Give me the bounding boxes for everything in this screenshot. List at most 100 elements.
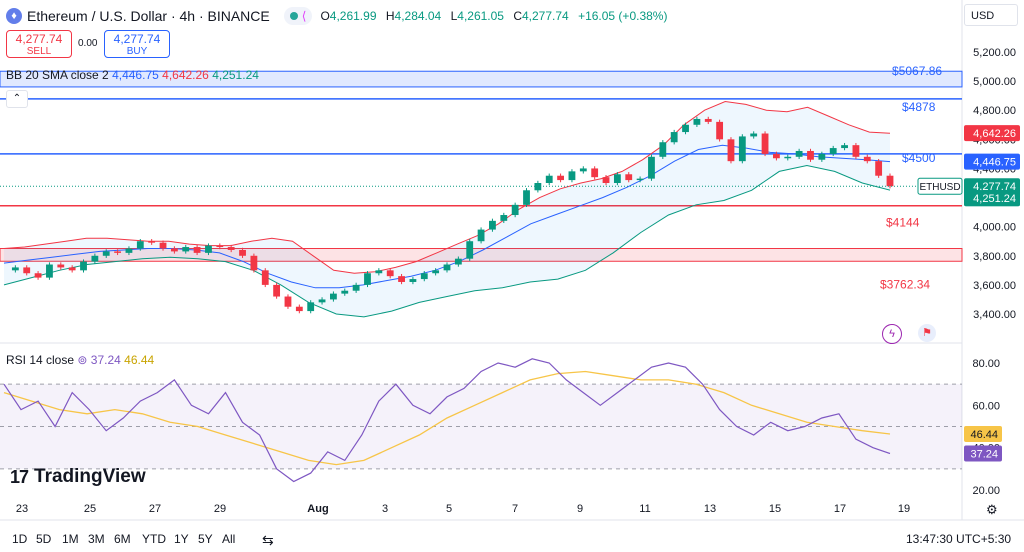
- ohlc-high: 4,284.04: [394, 9, 442, 23]
- candle-body: [500, 215, 508, 221]
- rsi-indicator-legend[interactable]: RSI 14 close ⊚ 37.24 46.44: [6, 353, 154, 367]
- timeframe-all[interactable]: All: [222, 532, 236, 546]
- timeframe-1y[interactable]: 1Y: [174, 532, 189, 546]
- rsi-ma-line: [3, 370, 891, 466]
- candle-body: [34, 273, 42, 278]
- candle-body: [636, 178, 644, 181]
- rsi-label: RSI 14 close: [6, 353, 75, 367]
- price-tag-0: 4,642.26: [964, 125, 1020, 142]
- time-tick-label: 19: [898, 503, 910, 515]
- timeframe-6m[interactable]: 6M: [114, 532, 131, 546]
- price-tag-box: [964, 153, 1020, 170]
- price-tick-label: 3,400.00: [973, 309, 1016, 321]
- candle-body: [841, 145, 848, 149]
- candle-body: [307, 302, 315, 312]
- candle-body: [738, 136, 746, 162]
- candle-body: [784, 156, 792, 159]
- timeframe-1m[interactable]: 1M: [62, 532, 79, 546]
- rsi-tag-box-0: [964, 426, 1002, 443]
- price-tag-text: 4,642.26: [973, 128, 1016, 140]
- header-bar: ♦ Ethereum / U.S. Dollar · 4h · BINANCE …: [6, 6, 673, 26]
- buy-button[interactable]: 4,277.74 BUY: [104, 30, 170, 58]
- candle-body: [875, 161, 883, 176]
- price-tick-label: 5,000.00: [973, 76, 1016, 88]
- bb-basis-value: 4,446.75: [112, 68, 159, 82]
- candle-body: [136, 241, 144, 249]
- candle-body: [80, 261, 87, 271]
- candle-body: [227, 247, 235, 250]
- buy-price: 4,277.74: [113, 32, 161, 46]
- candle-body: [545, 175, 553, 183]
- candle-body: [295, 306, 303, 312]
- bb-lower-value: 4,251.24: [212, 68, 259, 82]
- flag-icon[interactable]: ⚑: [918, 324, 936, 342]
- ohlc-open: 4,261.99: [329, 9, 377, 23]
- candle-body: [23, 267, 31, 274]
- share-icon: ⟨: [301, 9, 307, 23]
- candle-body: [318, 299, 326, 303]
- candle-body: [489, 220, 496, 230]
- price-tick-label: 3,800.00: [973, 251, 1016, 263]
- time-tick-label: 3: [382, 503, 388, 515]
- brand-name: TradingView: [34, 466, 146, 487]
- time-tick-label: 27: [149, 503, 161, 515]
- symbol-title[interactable]: Ethereum / U.S. Dollar · 4h · BINANCE: [27, 8, 270, 24]
- rsi-tick-label: 60.00: [972, 400, 1000, 412]
- sell-button[interactable]: 4,277.74 SELL: [6, 30, 72, 58]
- candle-body: [216, 245, 224, 248]
- timeframe-5d[interactable]: 5D: [36, 532, 52, 546]
- candle-body: [693, 118, 701, 125]
- candle-body: [386, 270, 394, 277]
- candle-body: [682, 124, 689, 133]
- candle-body: [795, 150, 803, 157]
- candle-body: [852, 145, 860, 157]
- calendar-range-icon[interactable]: ⇆: [262, 532, 274, 548]
- rsi-line: [3, 358, 891, 483]
- rsi-tag-text-0: 46.44: [970, 429, 998, 441]
- candle-body: [523, 190, 530, 205]
- timeframe-3m[interactable]: 3M: [88, 532, 105, 546]
- bb-indicator-legend[interactable]: BB 20 SMA close 2 4,446.75 4,642.26 4,25…: [6, 68, 259, 82]
- rsi-tag-box-1: [964, 445, 1002, 462]
- price-tag-1: 4,446.75: [964, 153, 1020, 170]
- price-tag-box: [964, 190, 1020, 207]
- ohlc-close: 4,277.74: [522, 9, 569, 23]
- ticker-tag-label: ETHUSD: [919, 182, 960, 193]
- price-tick-label: 4,800.00: [973, 105, 1016, 117]
- candle-body: [193, 247, 201, 253]
- sell-price: 4,277.74: [15, 32, 63, 46]
- candle-body: [477, 229, 485, 242]
- candle-body: [250, 255, 258, 271]
- candle-body: [341, 290, 349, 294]
- candle-body: [807, 150, 814, 160]
- timeframe-1d[interactable]: 1D: [12, 532, 28, 546]
- eth-logo-icon: ♦: [6, 8, 22, 24]
- price-tick-label: 3,600.00: [973, 280, 1016, 292]
- candle-body: [579, 168, 587, 172]
- clock-readout[interactable]: 13:47:30 UTC+5:30: [906, 532, 1012, 546]
- rsi-ma-value: 46.44: [124, 353, 155, 367]
- settings-icon[interactable]: ⚙: [986, 502, 998, 517]
- candle-body: [761, 133, 769, 154]
- candle-body: [613, 174, 621, 183]
- spread-value: 0.00: [78, 38, 98, 49]
- candle-body: [568, 171, 576, 181]
- market-status-pill[interactable]: ⟨: [283, 7, 313, 25]
- flash-icon[interactable]: ϟ: [882, 324, 902, 344]
- time-tick-label: 9: [577, 503, 583, 515]
- time-tick-label: 11: [639, 503, 650, 515]
- candle-body: [125, 248, 133, 253]
- bb-fill: [4, 101, 890, 317]
- time-tick-label: 29: [214, 503, 226, 515]
- rsi-tick-label: 20.00: [972, 485, 1000, 497]
- candle-body: [409, 279, 417, 282]
- candle-body: [398, 276, 405, 282]
- collapse-indicators-button[interactable]: ⌃: [6, 90, 28, 108]
- candle-body: [273, 284, 281, 297]
- candle-body: [46, 264, 53, 278]
- timeframe-ytd[interactable]: YTD: [142, 532, 166, 546]
- timeframe-5y[interactable]: 5Y: [198, 532, 213, 546]
- currency-select[interactable]: USD: [964, 4, 1018, 26]
- candle-body: [239, 249, 246, 256]
